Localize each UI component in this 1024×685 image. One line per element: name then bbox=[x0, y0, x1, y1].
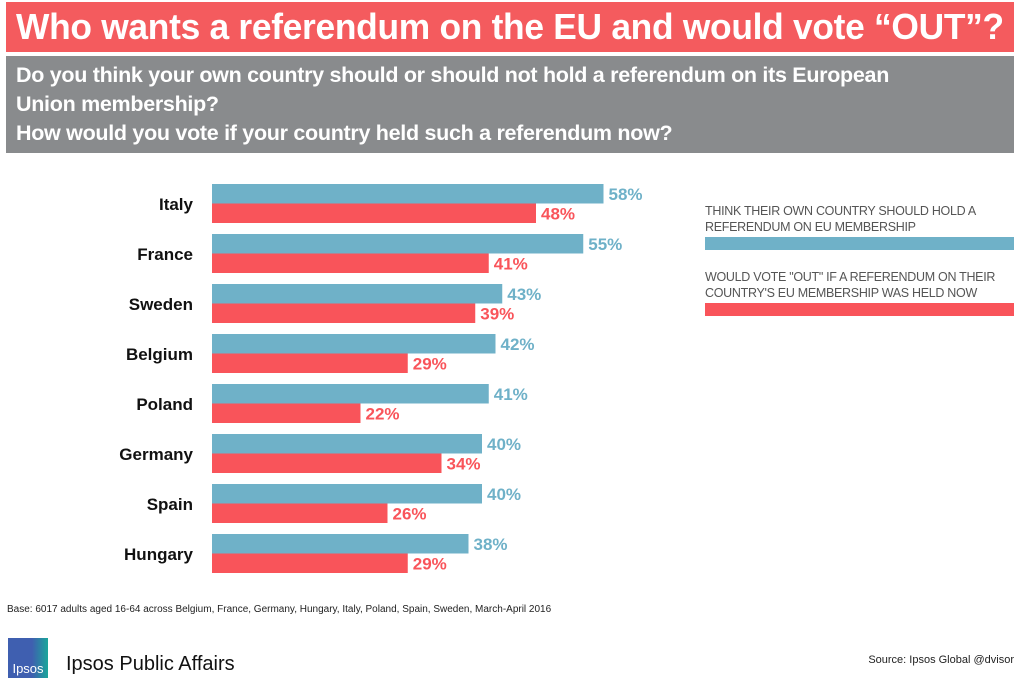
bar-hold-referendum bbox=[212, 384, 489, 404]
subtitle-line: How would you vote if your country held … bbox=[16, 121, 673, 145]
bar-vote-out bbox=[212, 353, 408, 373]
category-label: France bbox=[137, 245, 193, 264]
data-label: 26% bbox=[393, 505, 427, 524]
source-note: Source: Ipsos Global @dvisor bbox=[868, 654, 1014, 666]
data-label: 40% bbox=[487, 485, 521, 504]
data-label: 34% bbox=[447, 455, 481, 474]
bar-vote-out bbox=[212, 253, 489, 273]
bar-vote-out bbox=[212, 403, 361, 423]
legend-label-hold: THINK THEIR OWN COUNTRY SHOULD HOLD A RE… bbox=[705, 204, 976, 234]
data-label: 38% bbox=[474, 535, 508, 554]
legend-label-out: WOULD VOTE "OUT" IF A REFERENDUM ON THEI… bbox=[705, 270, 996, 300]
subtitle-line: Union membership? bbox=[16, 92, 219, 116]
category-label: Italy bbox=[159, 195, 194, 214]
bar-vote-out bbox=[212, 203, 536, 223]
legend-swatch-out bbox=[705, 303, 1014, 316]
data-label: 55% bbox=[588, 235, 622, 254]
bar-hold-referendum bbox=[212, 534, 469, 554]
data-label: 39% bbox=[480, 305, 514, 324]
data-label: 29% bbox=[413, 355, 447, 374]
bar-vote-out bbox=[212, 303, 476, 323]
bar-vote-out bbox=[212, 503, 388, 523]
chart-title-bar: Who wants a referendum on the EU and wou… bbox=[6, 2, 1014, 52]
data-label: 22% bbox=[366, 405, 400, 424]
category-label: Sweden bbox=[129, 295, 193, 314]
base-note: Base: 6017 adults aged 16-64 across Belg… bbox=[7, 604, 552, 615]
bar-hold-referendum bbox=[212, 434, 482, 454]
chart-subtitle: Do you think your own country should or … bbox=[6, 56, 1014, 153]
data-label: 42% bbox=[501, 335, 535, 354]
legend-swatch-hold bbox=[705, 237, 1014, 250]
bar-vote-out bbox=[212, 553, 408, 573]
category-label: Germany bbox=[119, 445, 193, 464]
org-name: Ipsos Public Affairs bbox=[66, 653, 235, 675]
bar-vote-out bbox=[212, 453, 442, 473]
category-label: Poland bbox=[136, 395, 193, 414]
data-label: 58% bbox=[609, 185, 643, 204]
data-label: 41% bbox=[494, 385, 528, 404]
subtitle-line: Do you think your own country should or … bbox=[16, 63, 890, 87]
bar-chart: Italy 58% 48% France 55% 41% Sweden 43%39% Belgi… bbox=[119, 184, 643, 574]
category-label: Belgium bbox=[126, 345, 193, 364]
bar-hold-referendum bbox=[212, 334, 496, 354]
bar-hold-referendum bbox=[212, 234, 584, 254]
data-label: 29% bbox=[413, 555, 447, 574]
chart-title: Who wants a referendum on the EU and wou… bbox=[16, 6, 1004, 47]
ipsos-logo: Ipsos bbox=[8, 638, 48, 678]
category-label: Spain bbox=[147, 495, 193, 514]
bar-hold-referendum bbox=[212, 484, 482, 504]
bar-hold-referendum bbox=[212, 184, 604, 204]
data-label: 40% bbox=[487, 435, 521, 454]
data-label: 48% bbox=[541, 205, 575, 224]
data-label: 43% bbox=[507, 285, 541, 304]
category-label: Hungary bbox=[124, 545, 194, 564]
bar-hold-referendum bbox=[212, 284, 503, 304]
data-label: 41% bbox=[494, 255, 528, 274]
